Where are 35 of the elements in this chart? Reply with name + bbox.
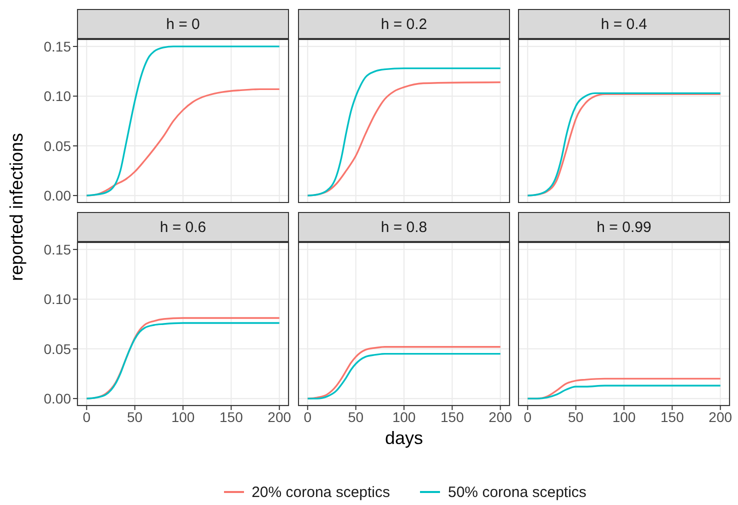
y-tick-label: 0.00 bbox=[44, 390, 72, 407]
chart-title: h = 0.8 bbox=[298, 212, 510, 242]
chart-title: h = 0.4 bbox=[518, 9, 730, 39]
y-axis-title: reported infections bbox=[6, 132, 28, 282]
x-tick-label: 50 bbox=[568, 408, 584, 425]
y-tick-label: 0.10 bbox=[44, 88, 72, 104]
x-tick-label: 200 bbox=[268, 408, 292, 425]
y-tick-label: 0.10 bbox=[44, 291, 72, 308]
y-tick-label: 0.05 bbox=[44, 138, 72, 154]
line-series bbox=[86, 46, 280, 196]
legend-label: 50% corona sceptics bbox=[448, 484, 586, 500]
x-tick-label: 200 bbox=[708, 408, 732, 425]
x-tick-label: 0 bbox=[304, 408, 312, 425]
line-series bbox=[86, 88, 280, 196]
x-tick-label: 50 bbox=[348, 408, 364, 425]
chart-title: h = 0.6 bbox=[77, 212, 289, 242]
y-tick-label: 0.00 bbox=[44, 188, 72, 204]
chart-title: h = 0.99 bbox=[518, 212, 730, 242]
y-tick-label: 0.05 bbox=[44, 340, 72, 357]
x-tick-label: 0 bbox=[524, 408, 532, 425]
y-tick-label: 0.15 bbox=[44, 241, 72, 258]
y-tick-label: 0.15 bbox=[44, 38, 72, 54]
x-tick-label: 100 bbox=[392, 408, 416, 425]
x-tick-label: 100 bbox=[171, 408, 195, 425]
legend-label: 20% corona sceptics bbox=[252, 484, 390, 500]
x-tick-label: 150 bbox=[440, 408, 464, 425]
x-axis-title: days bbox=[384, 428, 424, 449]
x-tick-label: 100 bbox=[612, 408, 636, 425]
x-tick-label: 150 bbox=[220, 408, 244, 425]
x-tick-label: 200 bbox=[488, 408, 512, 425]
x-tick-label: 50 bbox=[127, 408, 143, 425]
x-tick-label: 150 bbox=[660, 408, 684, 425]
chart-title: h = 0.2 bbox=[298, 9, 510, 39]
chart-title: h = 0 bbox=[77, 9, 289, 39]
x-tick-label: 0 bbox=[82, 408, 91, 425]
